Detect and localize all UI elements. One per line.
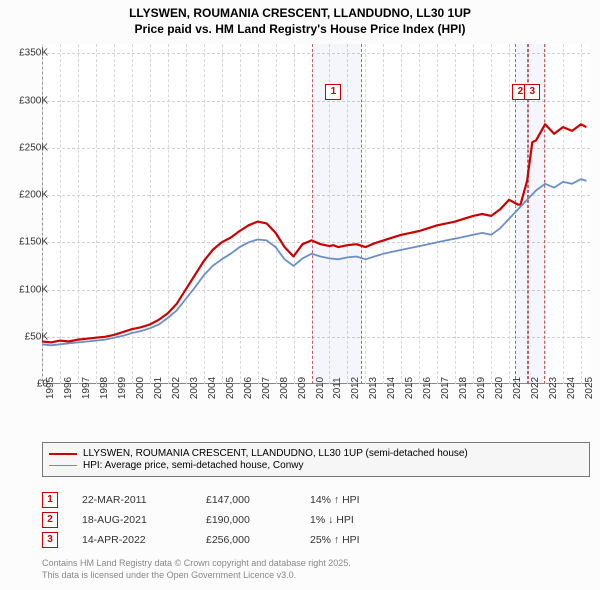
- annotation-row: 2 18-AUG-2021 £190,000 1% ↓ HPI: [42, 512, 590, 528]
- x-tick-label: 1999: [117, 377, 128, 399]
- x-tick-label: 2022: [530, 377, 541, 399]
- x-tick-label: 2004: [207, 377, 218, 399]
- annotation-date: 18-AUG-2021: [82, 514, 182, 526]
- x-tick-label: 2001: [153, 377, 164, 399]
- chart-marker: 3: [524, 84, 540, 100]
- annotation-pct: 14% ↑ HPI: [310, 494, 410, 506]
- x-tick-label: 1998: [99, 377, 110, 399]
- annotation-row: 3 14-APR-2022 £256,000 25% ↑ HPI: [42, 532, 590, 548]
- legend-label: HPI: Average price, semi-detached house,…: [83, 460, 304, 471]
- x-tick-label: 2011: [332, 377, 343, 399]
- annotation-price: £147,000: [206, 494, 286, 506]
- annotation-price: £190,000: [206, 514, 286, 526]
- x-tick-label: 2021: [512, 377, 523, 399]
- x-tick-label: 2015: [404, 377, 415, 399]
- x-tick-label: 2012: [350, 377, 361, 399]
- x-tick-label: 2005: [225, 377, 236, 399]
- legend-swatch: [49, 465, 77, 466]
- footer-attribution: Contains HM Land Registry data © Crown c…: [42, 558, 590, 581]
- annotation-date: 14-APR-2022: [82, 534, 182, 546]
- legend-swatch: [49, 453, 77, 455]
- series-line-price_paid: [42, 124, 586, 342]
- x-tick-label: 2014: [386, 377, 397, 399]
- x-tick-label: 2019: [476, 377, 487, 399]
- legend: LLYSWEN, ROUMANIA CRESCENT, LLANDUDNO, L…: [42, 442, 590, 477]
- y-tick-label: £350K: [19, 48, 48, 59]
- x-tick-label: 2000: [135, 377, 146, 399]
- annotation-table: 1 22-MAR-2011 £147,000 14% ↑ HPI 2 18-AU…: [42, 488, 590, 552]
- x-tick-label: 2006: [243, 377, 254, 399]
- footer-line-2: This data is licensed under the Open Gov…: [42, 570, 296, 580]
- annotation-marker: 3: [42, 532, 58, 548]
- chart-plot-area: 123: [42, 44, 590, 384]
- title-line-2: Price paid vs. HM Land Registry's House …: [135, 22, 466, 36]
- x-tick-label: 2017: [440, 377, 451, 399]
- y-tick-label: £300K: [19, 95, 48, 106]
- x-tick-label: 2023: [548, 377, 559, 399]
- y-tick-label: £150K: [19, 237, 48, 248]
- x-tick-label: 2025: [584, 377, 595, 399]
- legend-item: HPI: Average price, semi-detached house,…: [49, 460, 583, 471]
- footer-line-1: Contains HM Land Registry data © Crown c…: [42, 558, 351, 568]
- x-tick-label: 2008: [279, 377, 290, 399]
- x-tick-label: 2013: [368, 377, 379, 399]
- legend-label: LLYSWEN, ROUMANIA CRESCENT, LLANDUDNO, L…: [83, 448, 468, 459]
- annotation-date: 22-MAR-2011: [82, 494, 182, 506]
- chart-container: LLYSWEN, ROUMANIA CRESCENT, LLANDUDNO, L…: [0, 0, 600, 590]
- annotation-pct: 25% ↑ HPI: [310, 534, 410, 546]
- x-tick-label: 1996: [63, 377, 74, 399]
- x-tick-label: 2010: [315, 377, 326, 399]
- x-tick-label: 2020: [494, 377, 505, 399]
- annotation-price: £256,000: [206, 534, 286, 546]
- x-tick-label: 2007: [261, 377, 272, 399]
- chart-lines-svg: [42, 44, 590, 384]
- y-tick-label: £100K: [19, 284, 48, 295]
- x-tick-label: 2009: [297, 377, 308, 399]
- legend-item: LLYSWEN, ROUMANIA CRESCENT, LLANDUDNO, L…: [49, 448, 583, 459]
- x-tick-label: 2024: [566, 377, 577, 399]
- x-tick-label: 1995: [45, 377, 56, 399]
- title-line-1: LLYSWEN, ROUMANIA CRESCENT, LLANDUDNO, L…: [129, 6, 471, 20]
- y-tick-label: £50K: [25, 331, 48, 342]
- chart-title: LLYSWEN, ROUMANIA CRESCENT, LLANDUDNO, L…: [0, 0, 600, 37]
- annotation-marker: 2: [42, 512, 58, 528]
- x-tick-label: 2018: [458, 377, 469, 399]
- x-tick-label: 2002: [171, 377, 182, 399]
- x-tick-label: 2003: [189, 377, 200, 399]
- y-tick-label: £250K: [19, 142, 48, 153]
- chart-marker: 1: [325, 84, 341, 100]
- annotation-marker: 1: [42, 492, 58, 508]
- annotation-pct: 1% ↓ HPI: [310, 514, 410, 526]
- x-tick-label: 2016: [422, 377, 433, 399]
- x-tick-label: 1997: [81, 377, 92, 399]
- y-tick-label: £200K: [19, 190, 48, 201]
- annotation-row: 1 22-MAR-2011 £147,000 14% ↑ HPI: [42, 492, 590, 508]
